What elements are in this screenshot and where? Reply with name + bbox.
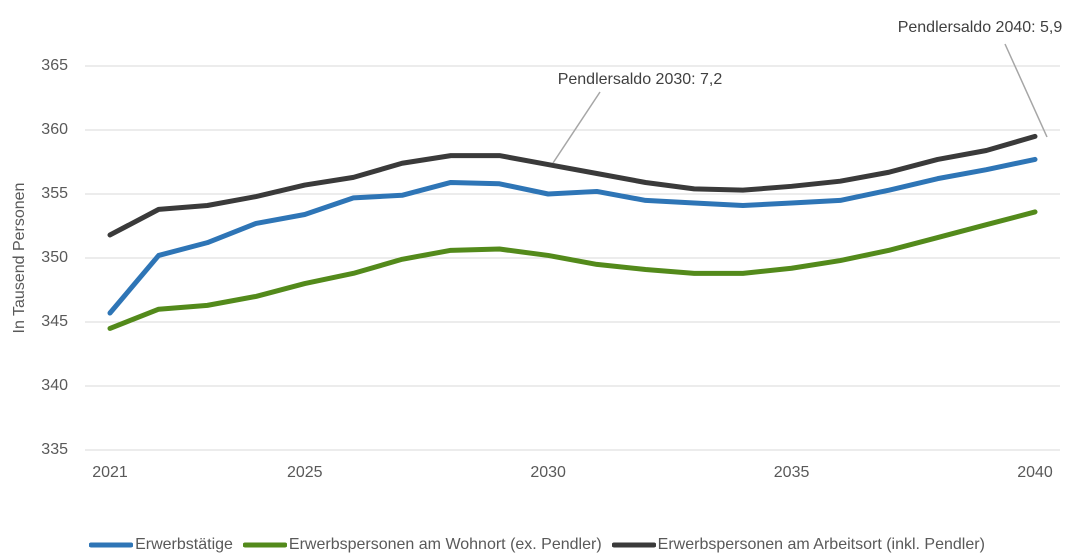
annotation-leader xyxy=(1004,43,1048,138)
legend-swatch xyxy=(89,542,134,548)
annotation: Pendlersaldo 2030: 7,2 xyxy=(558,71,723,88)
y-tick-label: 360 xyxy=(41,121,68,138)
annotation-leader xyxy=(552,91,601,164)
y-tick-label: 350 xyxy=(41,249,68,266)
y-tick-label: 335 xyxy=(41,441,68,458)
legend-item: Erwerbstätige xyxy=(89,536,233,554)
x-tick-label: 2035 xyxy=(774,464,810,481)
legend: Erwerbstätige Erwerbspersonen am Wohnort … xyxy=(0,536,1074,554)
annotation: Pendlersaldo 2040: 5,9 xyxy=(898,19,1063,36)
y-tick-label: 365 xyxy=(41,57,68,74)
series-line xyxy=(107,209,1038,331)
legend-label: Erwerbspersonen am Wohnort (ex. Pendler) xyxy=(288,536,602,553)
y-tick-label: 340 xyxy=(41,377,68,394)
legend-item: Erwerbspersonen am Wohnort (ex. Pendler) xyxy=(242,536,602,554)
legend-swatch xyxy=(242,542,287,548)
x-tick-label: 2040 xyxy=(1017,464,1053,481)
x-tick-label: 2030 xyxy=(530,464,566,481)
series-line xyxy=(107,156,1038,316)
series-line xyxy=(107,133,1038,238)
chart: In Tausend Personen 335 340 345 350 355 360 36… xyxy=(11,19,1063,481)
x-tick-label: 2025 xyxy=(287,464,323,481)
legend-label: Erwerbstätige xyxy=(135,536,233,553)
legend-label: Erwerbspersonen am Arbeitsort (inkl. Pen… xyxy=(657,536,985,553)
x-tick-label: 2021 xyxy=(92,464,128,481)
y-tick-label: 345 xyxy=(41,313,68,330)
legend-swatch xyxy=(611,542,656,548)
y-axis-label: In Tausend Personen xyxy=(11,183,28,334)
y-tick-label: 355 xyxy=(41,185,68,202)
legend-item: Erwerbspersonen am Arbeitsort (inkl. Pen… xyxy=(611,536,985,554)
